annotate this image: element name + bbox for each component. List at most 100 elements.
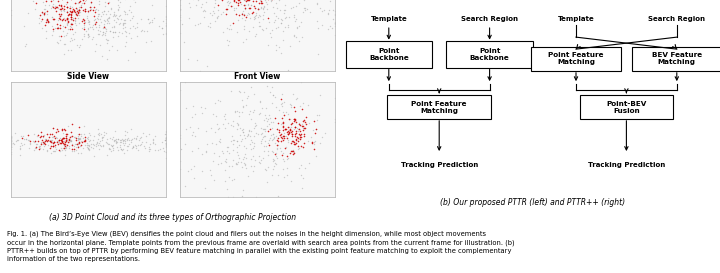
Point [53,25,64,29]
Point [280,127,292,131]
Point [30,146,41,150]
Point [59,144,71,148]
Point [75,134,86,138]
Point [220,126,231,130]
Point [140,146,151,150]
Point [121,12,132,17]
Point [294,39,305,43]
Point [80,0,91,2]
Point [58,34,70,38]
Point [94,42,106,47]
Point [211,14,222,19]
Point [329,24,341,28]
Point [292,146,304,151]
Point [272,121,284,126]
Point [232,0,243,2]
Point [174,133,186,137]
Point [267,136,279,141]
Point [108,10,120,14]
Point [78,19,90,23]
Point [120,10,131,14]
Point [278,133,289,138]
Point [56,140,68,144]
Point [35,140,47,144]
Point [315,93,326,97]
Point [87,8,99,12]
Point [81,141,93,145]
Point [68,147,80,151]
Point [248,10,259,14]
Point [279,25,291,29]
Point [134,135,145,140]
Point [58,127,70,131]
Point [52,127,63,132]
Point [276,167,288,171]
Point [185,167,197,171]
Point [299,126,310,130]
Point [108,138,120,143]
Point [127,24,138,28]
Point [118,9,130,14]
Point [276,120,288,124]
Point [207,112,219,117]
Point [160,141,171,146]
Point [290,17,302,22]
Point [67,32,78,36]
Point [245,129,256,134]
Point [24,138,35,143]
Point [57,148,68,152]
Point [72,8,84,12]
Point [216,149,228,153]
Point [193,145,204,150]
Point [81,145,93,149]
Point [199,105,211,110]
Point [258,144,270,148]
Point [100,29,112,33]
Point [329,22,341,26]
Point [73,132,85,136]
Point [204,21,215,25]
Point [88,18,99,22]
Point [66,10,78,14]
Point [58,146,69,150]
Point [305,135,317,140]
Point [99,133,110,137]
Point [47,29,58,33]
Point [214,137,225,141]
Point [212,16,223,20]
Point [274,130,285,134]
Point [271,138,282,142]
Point [243,0,254,2]
Point [80,29,91,34]
Point [140,134,152,139]
Point [5,137,17,142]
Point [58,135,69,140]
Point [82,147,94,152]
Text: Tracking Prediction: Tracking Prediction [400,162,478,168]
Point [94,16,106,21]
Point [255,158,266,162]
Point [54,7,66,11]
Point [287,132,298,136]
Point [93,22,104,27]
Point [44,139,55,143]
Point [293,166,305,171]
Point [297,124,308,129]
Point [62,143,73,147]
Point [67,18,78,22]
Point [232,18,243,22]
Point [119,129,130,133]
Point [38,140,50,144]
Point [282,138,294,143]
Point [306,140,318,145]
Point [324,0,336,3]
Point [84,132,96,137]
Point [51,136,63,140]
Point [266,85,278,89]
Point [57,127,68,131]
Point [244,142,256,146]
Point [200,150,212,154]
Point [71,0,82,5]
Point [279,3,291,7]
Point [88,153,99,158]
